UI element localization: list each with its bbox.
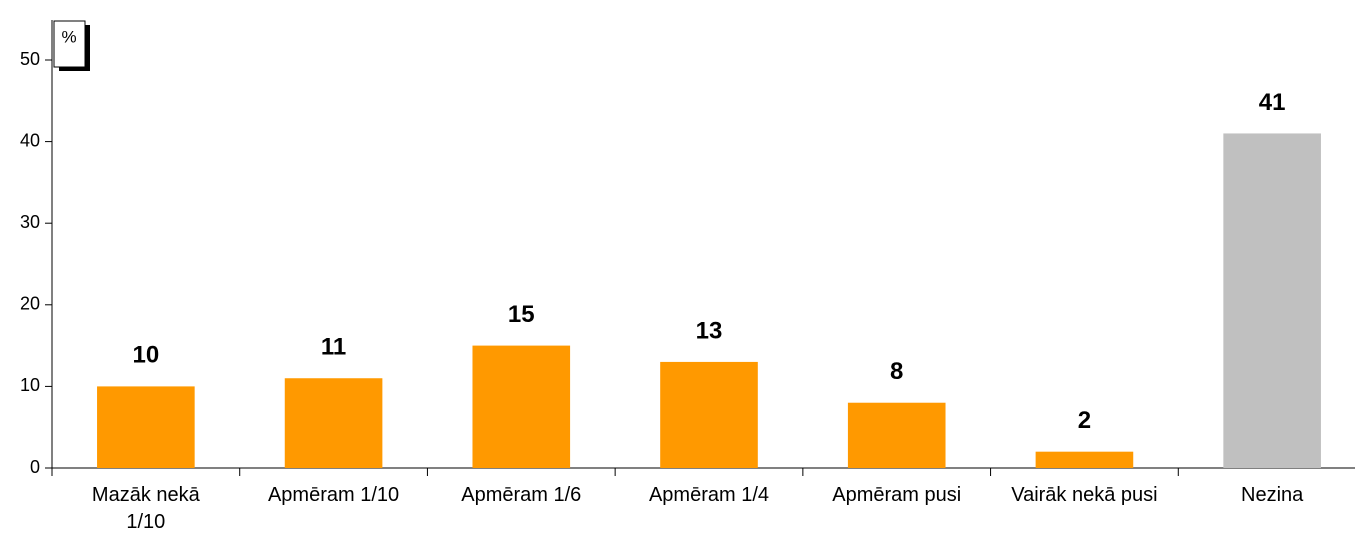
data-label: 2 [1078,407,1091,434]
y-tick-label: 30 [20,212,40,232]
x-tick-label: Apmēram 1/10 [267,484,400,506]
bar [472,345,571,468]
bar [660,361,758,468]
data-label: 13 [696,317,723,344]
y-axis-label: % [61,27,76,46]
x-tick-label: Mazāk nekā 1/10 [91,484,200,533]
x-tick-label: Apmēram pusi [832,484,962,506]
data-label: 8 [890,358,903,385]
bar [1223,133,1321,468]
x-tick-label: Apmēram 1/4 [648,484,770,506]
bar [847,402,946,468]
y-tick-label: 10 [20,375,40,395]
unit-box [53,20,86,68]
bar [1035,451,1134,468]
data-label: 41 [1259,89,1286,116]
y-tick-label: 50 [20,49,40,69]
x-tick-label: Apmēram 1/6 [461,484,582,506]
data-label: 10 [133,342,160,369]
y-tick-label: 0 [30,457,40,477]
bar [284,378,383,468]
x-tick-label: Nezina [1241,484,1304,506]
data-label: 11 [321,334,346,361]
x-tick-label: Vairāk nekā pusi [1011,484,1158,506]
y-tick-label: 20 [20,294,40,314]
y-tick-label: 40 [20,130,40,150]
data-label: 15 [508,301,535,328]
bar [97,386,195,468]
